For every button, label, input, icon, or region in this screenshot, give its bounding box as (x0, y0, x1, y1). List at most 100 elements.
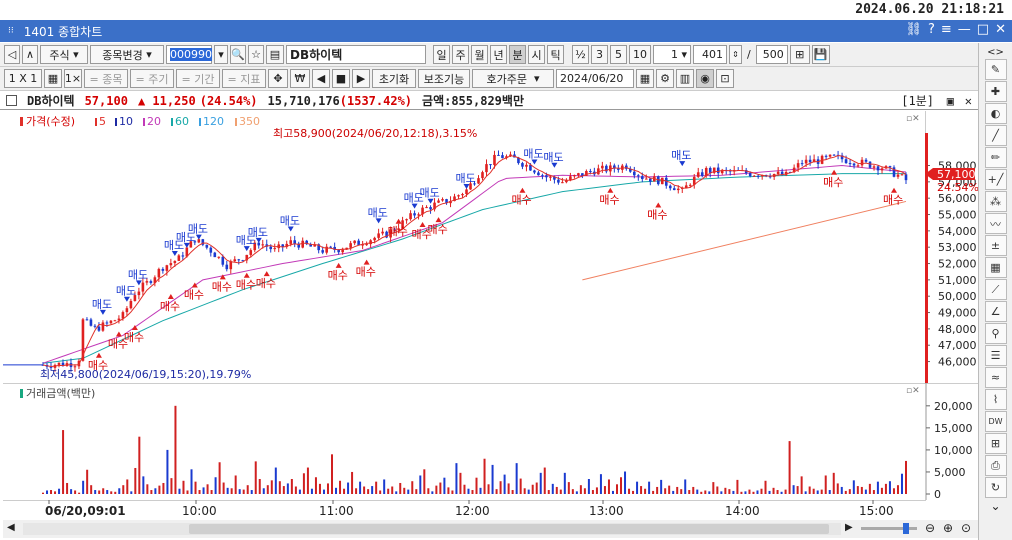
ruler-icon[interactable]: ✏ (984, 147, 1007, 168)
search-icon[interactable]: 🔍 (230, 45, 246, 64)
panel-settings-icon[interactable]: ▫✕ (906, 114, 920, 124)
count-spinner[interactable]: ⇕ (729, 45, 742, 64)
unit-3[interactable]: 3 (591, 45, 608, 64)
scroll-left-icon[interactable]: ◀ (7, 522, 15, 533)
period-week[interactable]: 주 (452, 45, 469, 64)
candle-body (477, 178, 480, 184)
wave-icon[interactable]: 〰 (984, 213, 1007, 234)
save-icon[interactable]: 💾 (811, 45, 830, 64)
count-input[interactable]: 401 (693, 45, 727, 64)
scatter-icon[interactable]: ⁂ (984, 191, 1007, 212)
zoom-chart-icon[interactable]: ⊞ (984, 433, 1007, 454)
scroll-right-icon[interactable]: ▶ (845, 522, 853, 533)
zigzag-icon[interactable]: ⟋ (984, 279, 1007, 300)
period-tick[interactable]: 틱 (547, 45, 564, 64)
code-dropdown[interactable]: ▾ (214, 45, 228, 64)
panel-close-icon[interactable]: ✕ (964, 93, 972, 108)
fan-icon[interactable]: ⚲ (984, 323, 1007, 344)
candle-body (840, 155, 844, 160)
order-select[interactable]: 호가주문 ▾ (472, 69, 554, 88)
panel-max-icon[interactable]: ▣ (946, 93, 954, 108)
period-year[interactable]: 년 (490, 45, 507, 64)
info-checkbox[interactable] (6, 95, 17, 106)
side-more-icon[interactable]: ⌄ (990, 499, 1001, 513)
period-minute[interactable]: 분 (509, 45, 526, 64)
zoom-slider-handle[interactable] (903, 523, 909, 534)
new-chart-icon[interactable]: ⊡ (716, 69, 734, 88)
chart-grid-icon[interactable]: ▦ (984, 257, 1007, 278)
volume-chart[interactable]: 0 5,000 10,000 15,000 20,000 거래금액(백만) ▫✕ (3, 383, 978, 501)
prev-icon[interactable]: ◀ (312, 69, 330, 88)
table-icon[interactable]: ▦ (44, 69, 62, 88)
date-input[interactable]: 2024/06/20 (556, 69, 634, 88)
single-icon[interactable]: 1× (64, 69, 82, 88)
settings-icon[interactable]: ⚙ (656, 69, 674, 88)
link-icon[interactable]: ⛓ (905, 22, 922, 37)
zoom-in-icon[interactable]: ⊕ (943, 521, 954, 535)
zoom-slider[interactable] (861, 523, 917, 534)
print-icon[interactable]: ⎙ (984, 455, 1007, 476)
unit-5[interactable]: 5 (610, 45, 627, 64)
menu-icon[interactable]: ≡ (940, 22, 952, 37)
dw-mm-icon[interactable]: DW (984, 411, 1007, 432)
price-chart[interactable]: 46,000 47,000 48,000 49,000 50,000 51,000 52,0… (3, 111, 978, 383)
period-hour[interactable]: 시 (528, 45, 545, 64)
close-button[interactable]: ✕ (995, 22, 1006, 37)
ladder-icon[interactable]: ☰ (984, 345, 1007, 366)
zoom-out-icon[interactable]: ⊖ (925, 521, 936, 535)
currency-icon[interactable]: ₩ (290, 69, 310, 88)
next-icon[interactable]: ▶ (352, 69, 370, 88)
contrast-icon[interactable]: ◐ (984, 103, 1007, 124)
calendar-icon[interactable]: ▦ (636, 69, 654, 88)
grip-icon[interactable]: ⁝⁝ (8, 26, 14, 36)
filter-range[interactable]: = 기간 (176, 69, 220, 88)
overlay-icon[interactable]: ◉ (696, 69, 714, 88)
line-icon[interactable]: ╱ (984, 125, 1007, 146)
filter-period[interactable]: = 주기 (130, 69, 174, 88)
maximize-button[interactable]: □ (976, 22, 990, 37)
plus-minus-icon[interactable]: ± (984, 235, 1007, 256)
angle-icon[interactable]: ∠ (984, 301, 1007, 322)
fib-icon[interactable]: ⌇ (984, 389, 1007, 410)
aux-button[interactable]: 보조기능 (418, 69, 470, 88)
reset-button[interactable]: 초기화 (372, 69, 416, 88)
period-day[interactable]: 일 (433, 45, 450, 64)
stock-name-field[interactable]: DB하이텍 (286, 45, 426, 64)
grid-icon[interactable]: ▤ (266, 45, 284, 64)
candle-body (501, 155, 504, 159)
tool-icon[interactable]: ✚ (984, 81, 1007, 102)
add-window-icon[interactable]: ⊞ (789, 45, 810, 64)
back-icon[interactable]: ◁ (4, 45, 20, 64)
layout-button[interactable]: 1 X 1 (4, 69, 42, 88)
unit-10[interactable]: 10 (629, 45, 651, 64)
market-select[interactable]: 주식 ▾ (40, 45, 88, 64)
help-button[interactable]: ? (927, 22, 935, 37)
side-back-icon[interactable]: <> (987, 47, 1004, 58)
refresh-icon[interactable]: ↻ (984, 477, 1007, 498)
unit-half[interactable]: ½ (572, 45, 589, 64)
drawing-icon[interactable]: ✎ (984, 59, 1007, 80)
star-icon[interactable]: ☆ (248, 45, 264, 64)
scrollbar-thumb[interactable] (189, 524, 829, 534)
volume-bar (704, 490, 707, 494)
filter-indicator[interactable]: = 지표 (222, 69, 266, 88)
volume-bar (134, 467, 137, 494)
period-month[interactable]: 월 (471, 45, 488, 64)
wave2-icon[interactable]: ≈ (984, 367, 1007, 388)
crosshair-icon[interactable]: ✥ (268, 69, 288, 88)
total-input[interactable]: 500 (755, 45, 788, 64)
volume-panel-icon[interactable]: ▫✕ (906, 386, 920, 396)
buy-signal-label: 매수 (236, 279, 256, 292)
minimize-button[interactable]: — (957, 22, 971, 37)
scrollbar-track[interactable] (23, 523, 841, 535)
up-icon[interactable]: ∧ (22, 45, 38, 64)
change-code-select[interactable]: 종목변경 ▾ (90, 45, 164, 64)
plus-line-icon[interactable]: +╱ (984, 169, 1007, 190)
stop-icon[interactable]: ■ (332, 69, 350, 88)
unit-input[interactable]: 1 ▾ (653, 45, 691, 64)
zoom-fit-icon[interactable]: ⊙ (961, 521, 972, 535)
code-input[interactable]: 000990 (166, 45, 212, 64)
candle-body (105, 322, 109, 324)
chart-type-icon[interactable]: ▥ (676, 69, 694, 88)
filter-stock[interactable]: = 종목 (84, 69, 128, 88)
